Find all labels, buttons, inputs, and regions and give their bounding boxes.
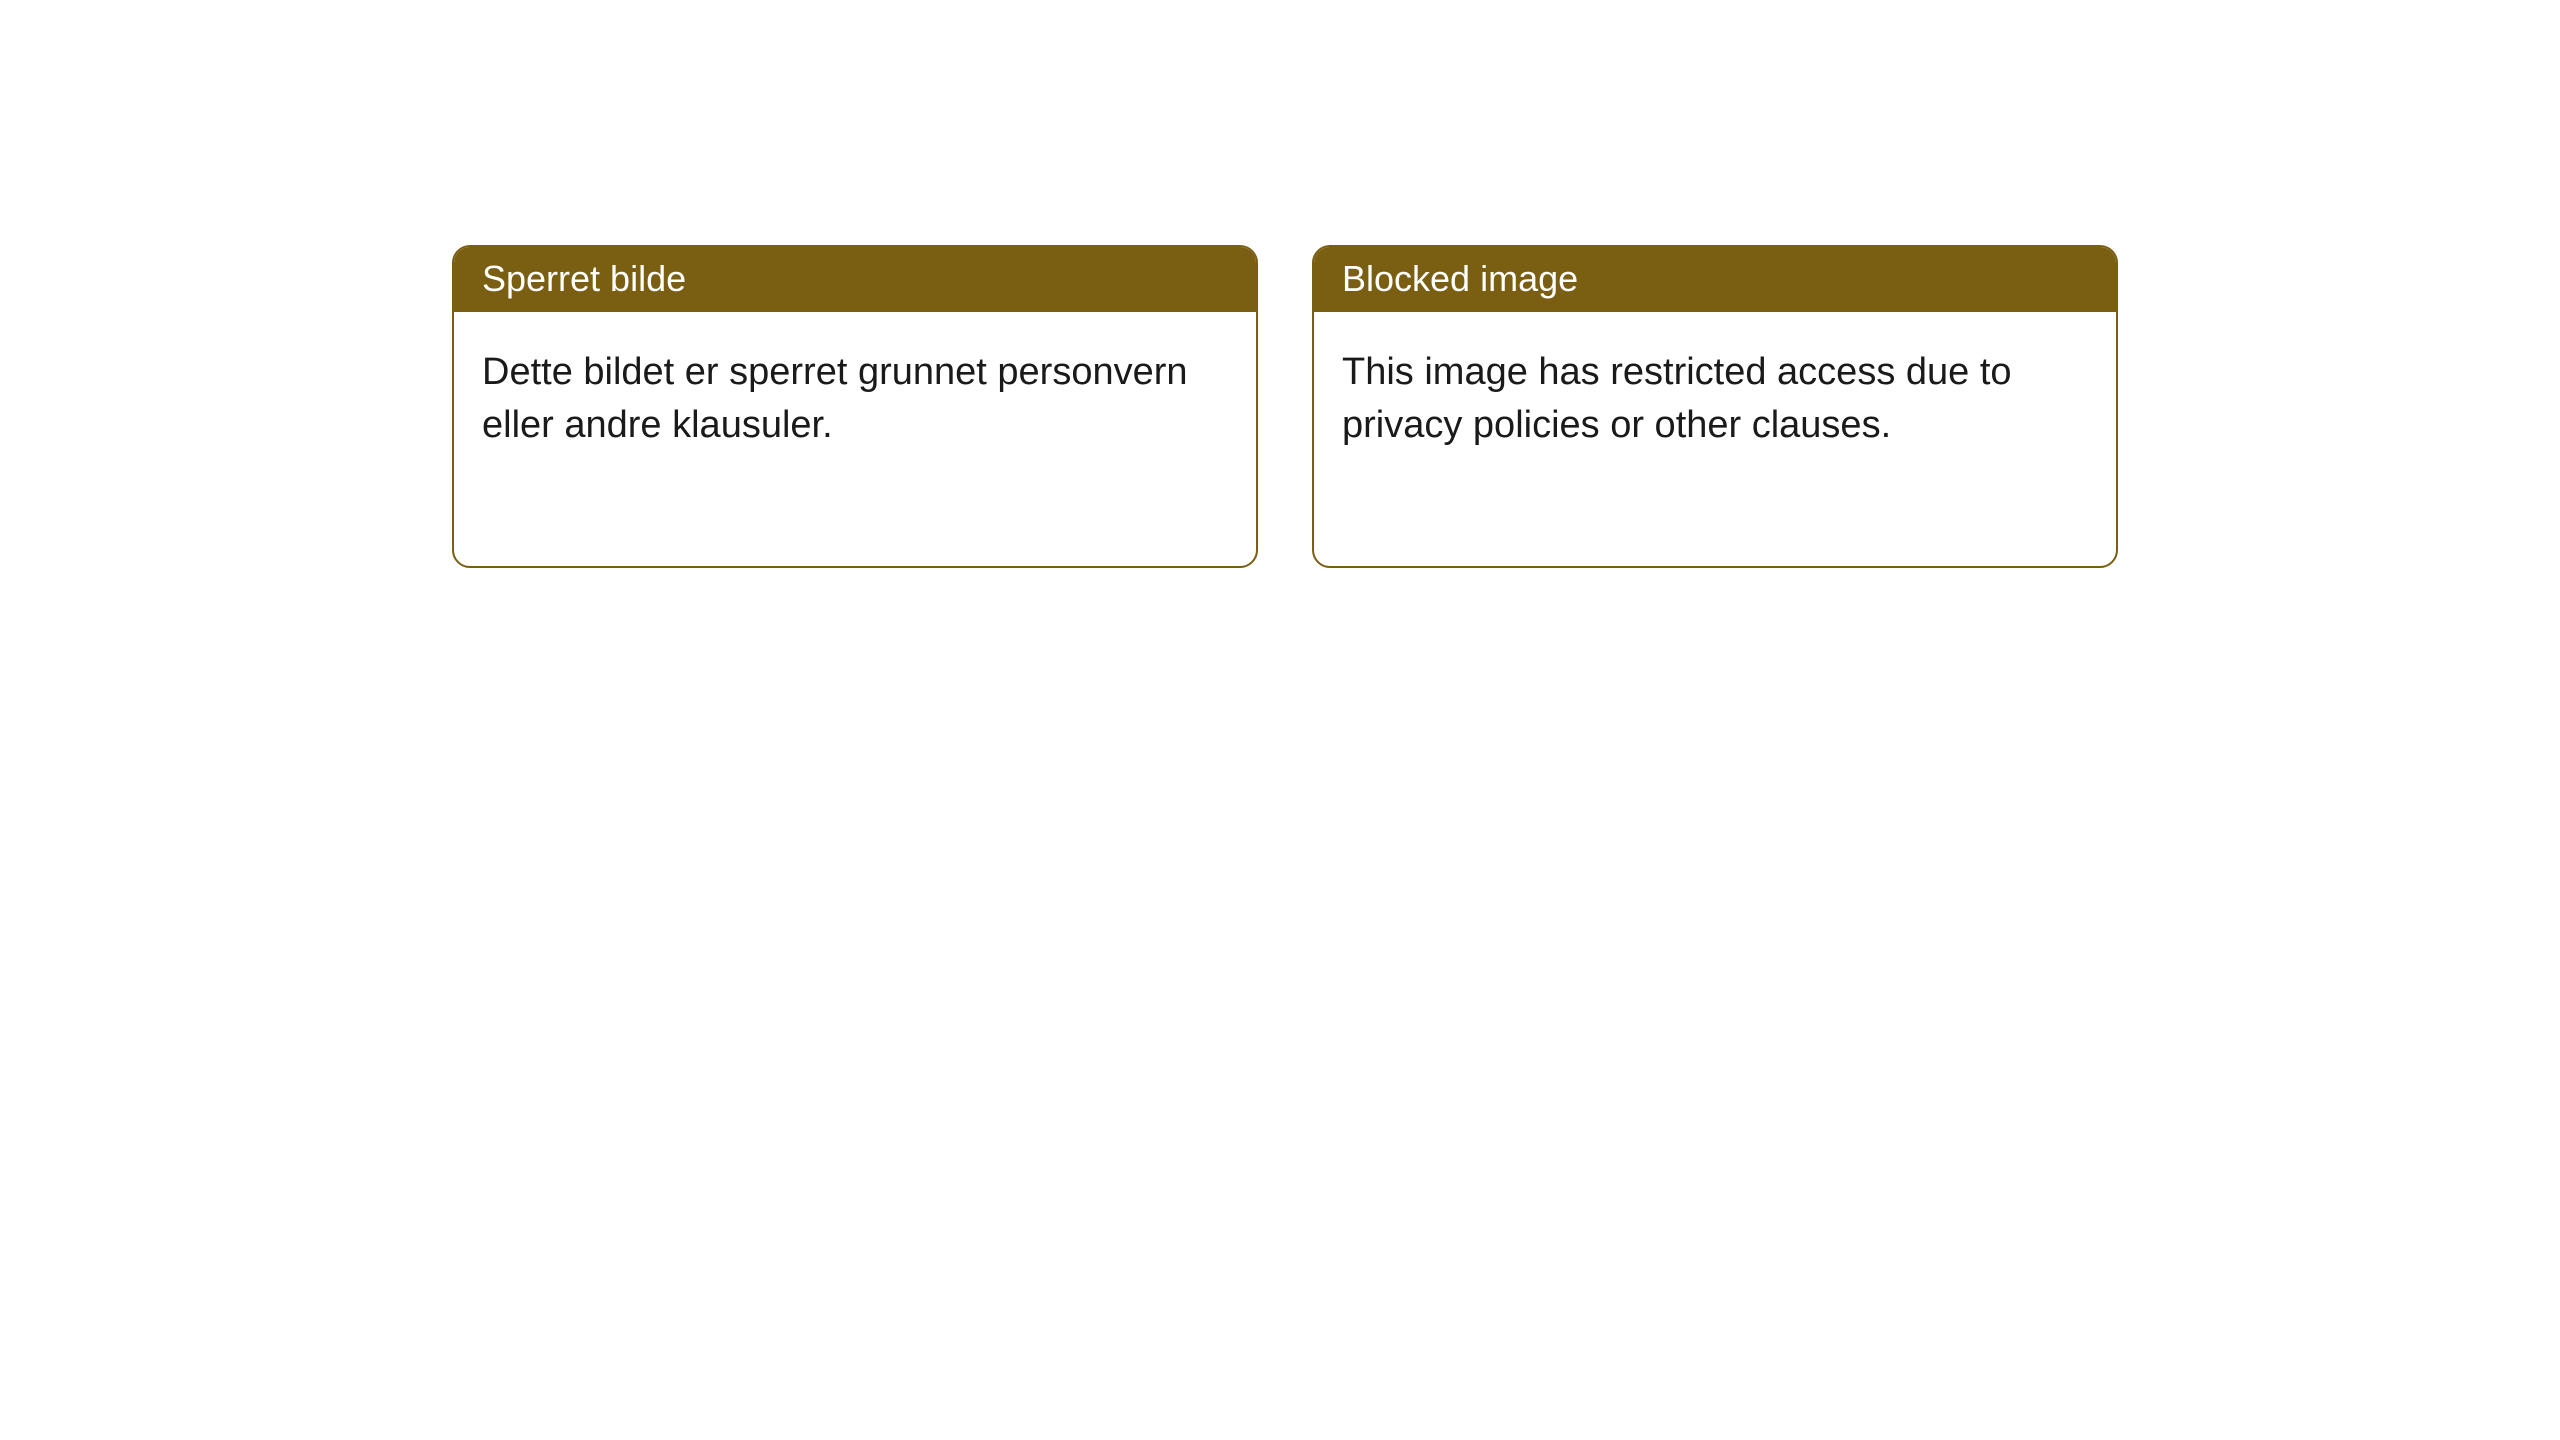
notice-title: Sperret bilde (454, 247, 1256, 312)
notice-container: Sperret bilde Dette bildet er sperret gr… (452, 245, 2118, 568)
notice-card-norwegian: Sperret bilde Dette bildet er sperret gr… (452, 245, 1258, 568)
notice-body: Dette bildet er sperret grunnet personve… (454, 312, 1256, 566)
notice-card-english: Blocked image This image has restricted … (1312, 245, 2118, 568)
notice-title: Blocked image (1314, 247, 2116, 312)
notice-body: This image has restricted access due to … (1314, 312, 2116, 566)
